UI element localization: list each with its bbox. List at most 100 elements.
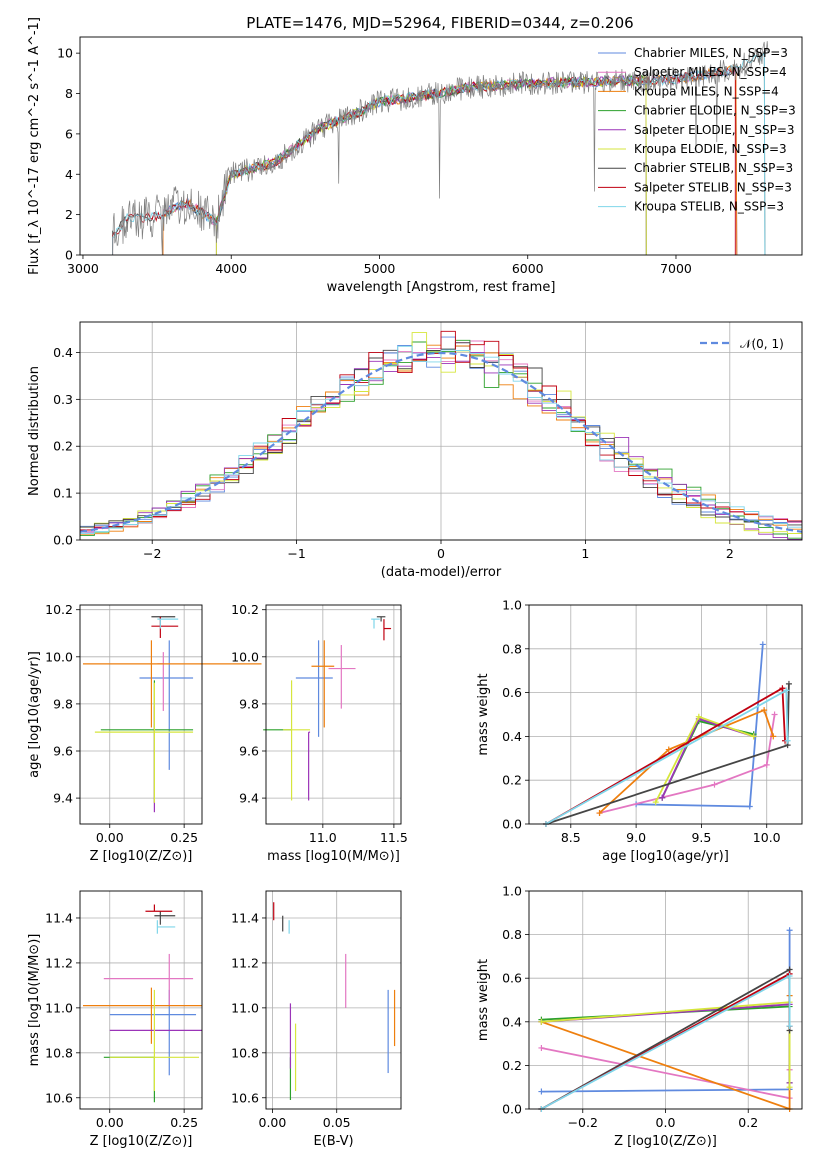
legend-label: Salpeter ELODIE, N_SSP=3 (634, 123, 795, 137)
y-tick-label: 2 (65, 207, 73, 222)
panel-mass_vs_Z: 0.00 0.25 10.6 10.8 11.0 11.2 11.4 Z [log10(Z/Z… (27, 890, 203, 1149)
x-tick-label: 0 (437, 546, 445, 561)
y-tick-label: 9.6 (53, 744, 73, 759)
legend-label: Kroupa STELIB, N_SSP=3 (634, 200, 784, 214)
y-tick-label: 10.0 (45, 649, 73, 664)
y-tick-label: 11.0 (231, 1000, 259, 1015)
legend-label: Chabrier STELIB, N_SSP=3 (634, 161, 793, 175)
y-tick-label: 11.0 (45, 1000, 73, 1015)
y-tick-label: 0.0 (502, 1102, 522, 1117)
error-bar-point (139, 640, 194, 770)
error-bar-point (371, 618, 380, 629)
x-tick-label: 0.25 (170, 1115, 198, 1130)
weight-marker (763, 761, 770, 768)
y-axis-label: age [log10(age/yr)] (27, 651, 42, 778)
error-bar-point (82, 987, 202, 1044)
error-bar-point (328, 645, 356, 709)
weight-marker (750, 733, 757, 740)
legend-label: 𝒩(0, 1) (740, 337, 784, 351)
y-tick-label: 0.2 (53, 439, 73, 454)
axes-frame (265, 604, 402, 825)
x-axis-label: mass [log10(M/M⊙)] (267, 849, 400, 864)
error-bar-point (109, 989, 200, 1092)
weight-marker (759, 641, 766, 648)
x-tick-label: 6000 (512, 261, 544, 276)
x-tick-label: 9.0 (626, 830, 646, 845)
y-tick-label: 11.4 (231, 910, 259, 925)
panel-age_vs_Z: 0.00 0.25 9.4 9.6 9.8 10.0 10.2 Z [log10(Z/Z⊙)]… (27, 602, 262, 864)
error-bar-point (154, 911, 176, 925)
x-tick-label: 9.5 (691, 830, 711, 845)
error-bar-point (376, 616, 386, 622)
weight-marker (786, 927, 793, 934)
y-tick-label: 0.4 (53, 345, 73, 360)
error-bar-point (283, 680, 311, 801)
y-tick-label: 11.4 (45, 910, 73, 925)
x-tick-label: 0.05 (323, 1115, 351, 1130)
x-axis-label: E(B-V) (313, 1134, 353, 1149)
axes-frame (79, 890, 203, 1110)
error-bar-point (311, 640, 335, 728)
x-tick-label: 11.5 (380, 830, 408, 845)
weight-marker (770, 733, 777, 740)
error-bar-point (151, 616, 179, 638)
y-tick-label: 0.1 (53, 486, 73, 501)
weight-marker (786, 1084, 793, 1091)
y-tick-label: 9.8 (239, 696, 259, 711)
weight-marker (659, 794, 666, 801)
x-tick-label: −0.2 (568, 1115, 598, 1130)
x-tick-label: 3000 (67, 261, 99, 276)
y-tick-label: 0.6 (502, 685, 522, 700)
y-tick-label: 9.6 (239, 744, 259, 759)
weight-marker (596, 810, 603, 817)
panel-spectrum: 3000 4000 5000 6000 7000 0 2 4 6 8 10 wavelength [A… (27, 17, 803, 295)
y-axis-label: mass weight (476, 959, 491, 1041)
y-tick-label: 6 (65, 126, 73, 141)
y-tick-label: 10.2 (231, 602, 259, 617)
y-tick-label: 0.2 (502, 1058, 522, 1073)
spectrum-legend: Chabrier MILES, N_SSP=3 Salpeter MILES, N… (598, 46, 796, 214)
error-bar-point (103, 953, 194, 1006)
error-bar-point (295, 640, 333, 737)
x-tick-label: 0.00 (96, 1115, 124, 1130)
data-spectrum-line (112, 41, 769, 255)
error-bar-point (156, 920, 176, 934)
error-bar-point (109, 989, 197, 1076)
weight-marker (538, 1044, 545, 1051)
model-spectrum-line (215, 74, 647, 255)
x-tick-label: 0.2 (738, 1115, 758, 1130)
y-tick-label: 10 (57, 46, 73, 61)
panel-age_vs_mass: 11.0 11.5 9.4 9.6 9.8 10.0 10.2 mass [log10(M/M… (231, 602, 408, 864)
weight-marker (761, 707, 768, 714)
x-tick-label: 4000 (215, 261, 247, 276)
error-bar-point (103, 1056, 155, 1103)
y-tick-label: 0.4 (502, 1014, 522, 1029)
weight-marker (786, 1023, 793, 1030)
y-tick-label: 9.4 (239, 791, 259, 806)
y-tick-label: 11.2 (231, 955, 259, 970)
axes-frame (79, 36, 803, 256)
x-axis-label: age [log10(age/yr)] (602, 849, 729, 864)
y-tick-label: 0.3 (53, 392, 73, 407)
error-bar-point (308, 731, 311, 801)
y-tick-label: 10.8 (231, 1045, 259, 1060)
y-tick-label: 1.0 (502, 598, 522, 613)
weight-marker (785, 680, 792, 687)
weight-marker (784, 737, 791, 744)
weight-marker (783, 687, 790, 694)
x-tick-label: 5000 (364, 261, 396, 276)
x-tick-label: 10.0 (753, 830, 781, 845)
axes-frame (79, 321, 803, 541)
y-tick-label: 11.2 (45, 955, 73, 970)
y-tick-label: 0.2 (502, 773, 522, 788)
y-tick-label: 0.8 (502, 927, 522, 942)
error-bar-point (82, 640, 262, 728)
weight-marker (779, 685, 786, 692)
x-axis-label: wavelength [Angstrom, rest frame] (327, 280, 556, 295)
y-tick-label: 1.0 (502, 884, 522, 899)
y-tick-label: 0 (65, 248, 73, 263)
x-axis-label: (data-model)/error (381, 565, 502, 580)
error-bar-point (145, 904, 173, 912)
x-tick-label: 7000 (660, 261, 692, 276)
weight-line (654, 715, 755, 803)
